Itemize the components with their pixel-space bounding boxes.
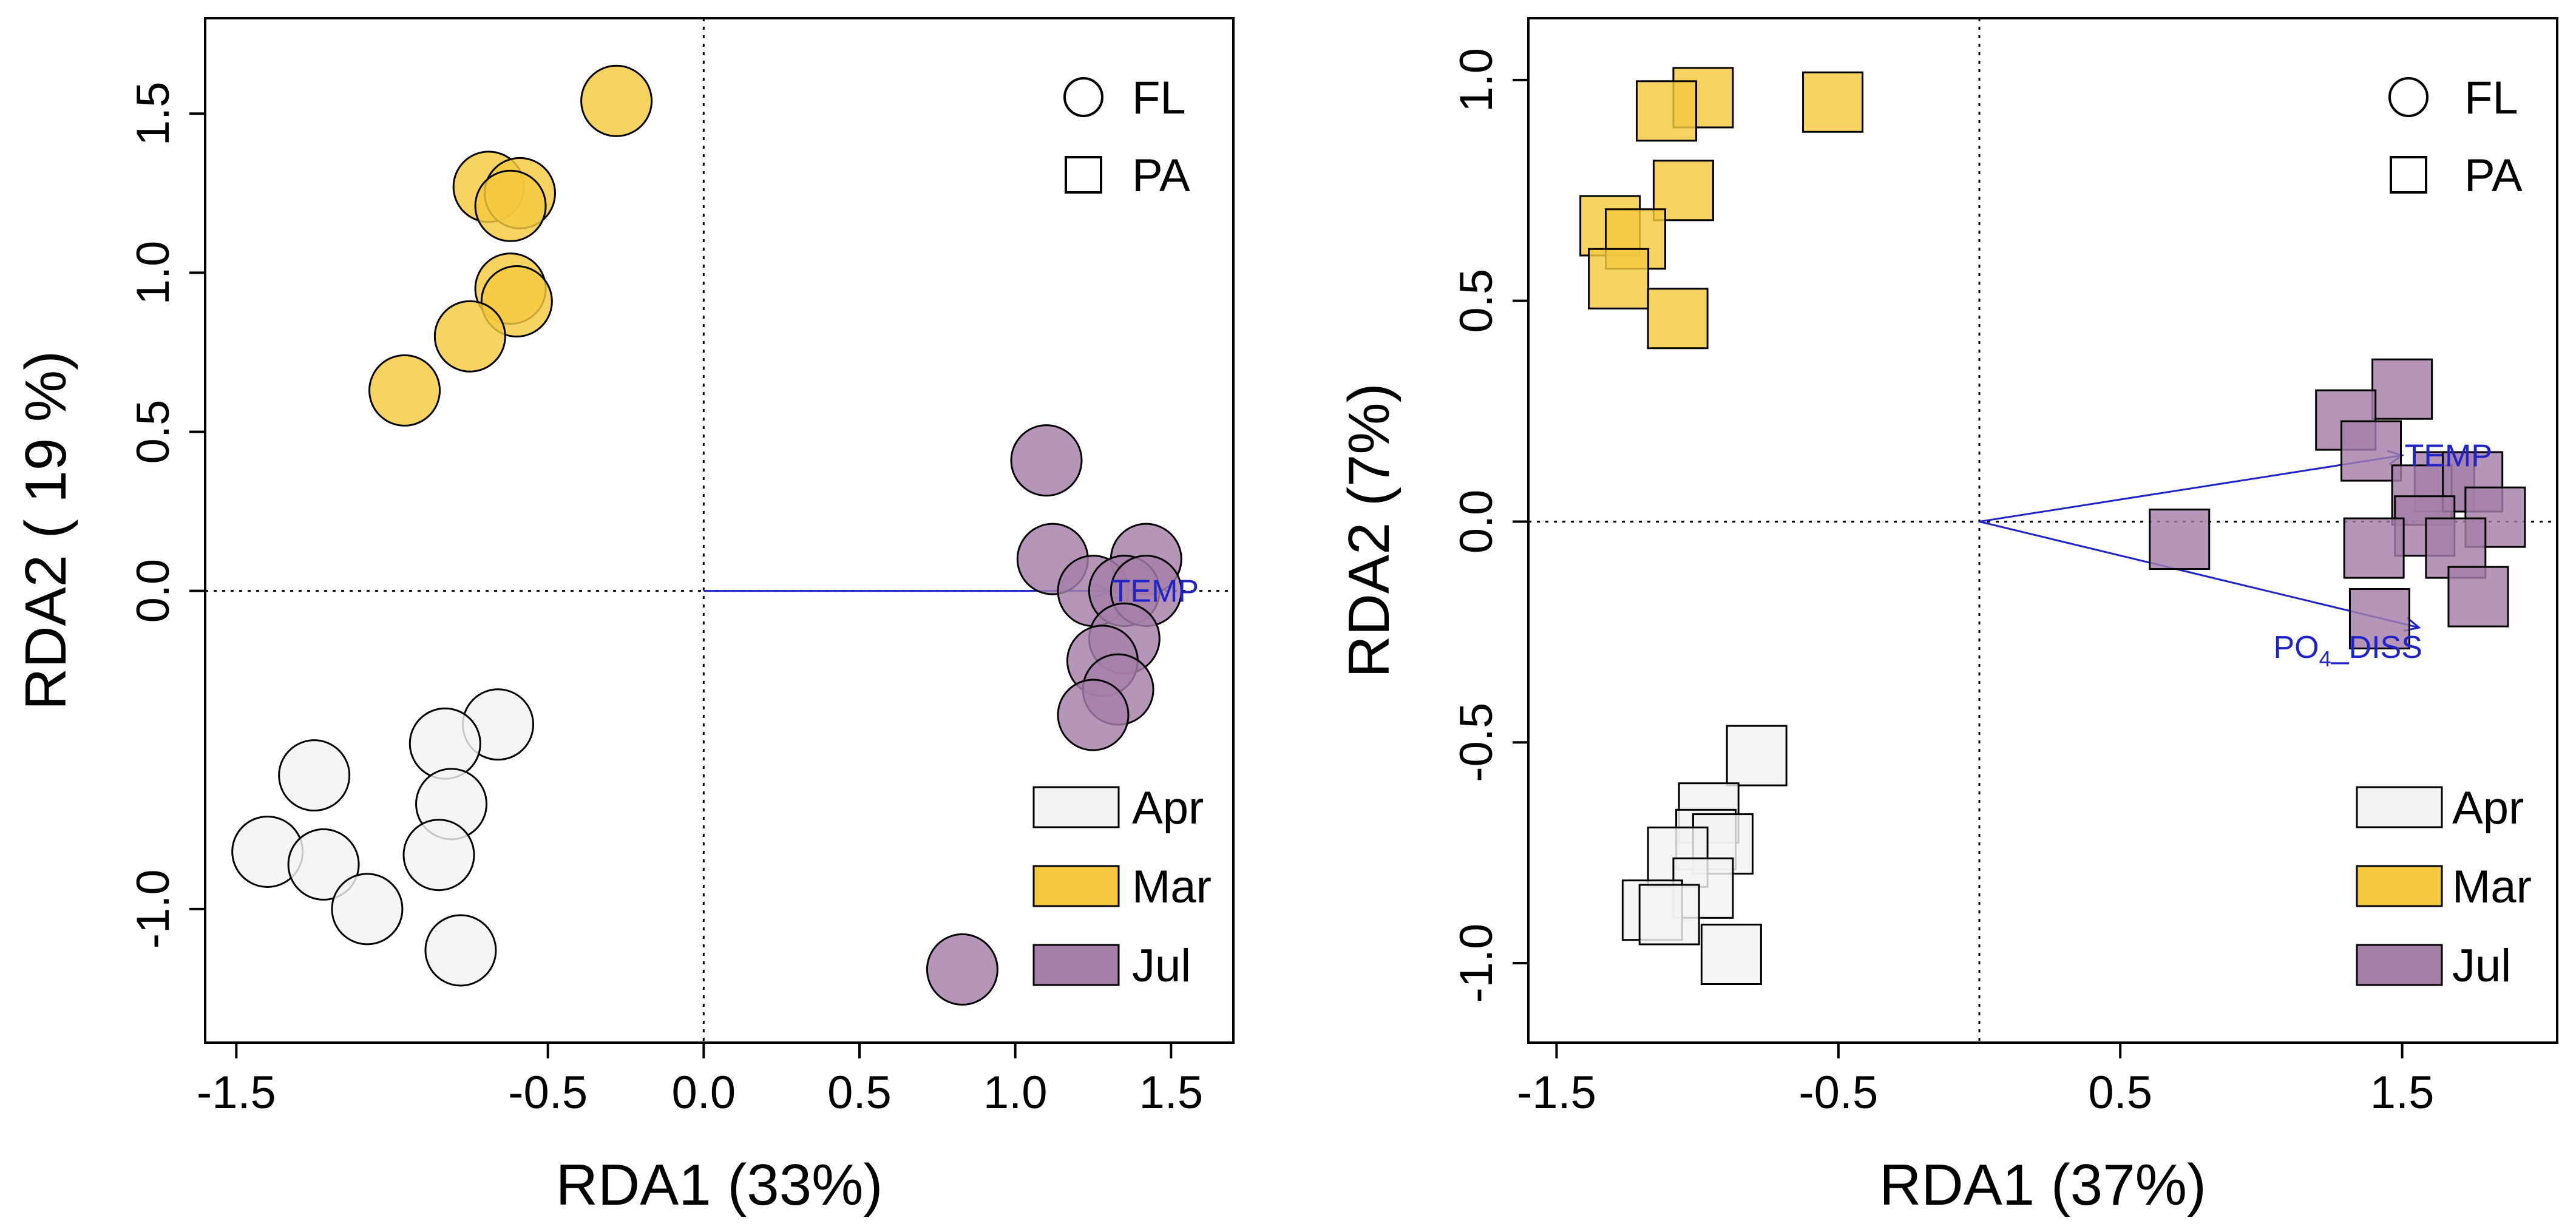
left-arrow-label-0: TEMP <box>1111 574 1199 609</box>
legend-swatch-mar <box>1032 865 1120 907</box>
legend-square-icon <box>1065 156 1102 194</box>
legend-label-jul: Jul <box>2452 940 2511 992</box>
right-point-jul <box>2340 420 2402 482</box>
legend-swatch-mar <box>2356 865 2443 907</box>
left-x-tick-label: 0.5 <box>827 1067 892 1119</box>
right-shape-legend: FL PA <box>2388 72 2523 201</box>
legend-swatch-jul <box>2356 944 2443 986</box>
left-point-jul <box>1057 679 1130 751</box>
legend-label-fl: FL <box>1132 72 1186 124</box>
left-y-axis-title: RDA2 ( 19 %) <box>13 351 78 710</box>
right-y-tick-label: 1.0 <box>1451 48 1502 112</box>
legend-swatch-apr <box>1032 786 1120 828</box>
right-y-tick-label: 0.5 <box>1451 269 1502 333</box>
right-point-mar <box>1636 80 1698 142</box>
right-point-apr <box>1726 725 1788 787</box>
left-plot-frame <box>204 17 1235 1044</box>
left-shape-legend: FL PA <box>1063 72 1190 201</box>
right-point-apr <box>1700 923 1762 985</box>
right-arrow-1 <box>1979 520 2419 629</box>
arrow-label-main: PO <box>2273 630 2319 665</box>
right-y-axis-title: RDA2 (7%) <box>1337 383 1402 677</box>
right-point-jul <box>2371 358 2433 420</box>
left-point-mar <box>474 169 547 242</box>
left-point-apr <box>287 828 360 901</box>
right-y-tick-label: -0.5 <box>1451 703 1502 782</box>
left-y-tick-label: 0.5 <box>127 400 179 464</box>
left-point-mar <box>580 64 653 137</box>
arrow-label-main: TEMP <box>2405 438 2492 473</box>
right-y-tick-label: 0.0 <box>1451 490 1502 554</box>
right-color-legend: Apr Mar Jul <box>2356 782 2532 992</box>
right-panel: -1.5 -0.5 0.5 1.5 -1.0 -0.5 0.0 0.5 1.0 RDA1 (37%… <box>1337 17 2558 1217</box>
left-x-tick-label: 0.0 <box>672 1067 736 1119</box>
left-x-tick-label: 1.5 <box>1139 1067 1204 1119</box>
right-point-jul <box>2348 588 2410 650</box>
right-plot-frame <box>1527 17 2558 1044</box>
legend-circle-icon <box>2388 77 2429 117</box>
arrow-label-tail: _DISS <box>2331 630 2422 665</box>
arrow-label-subscript: 4 <box>2319 646 2331 671</box>
right-point-mar <box>1588 248 1650 310</box>
left-x-tick-label: -1.5 <box>197 1067 276 1119</box>
right-point-jul <box>2447 566 2509 628</box>
left-point-mar <box>368 354 441 427</box>
right-x-axis-title: RDA1 (37%) <box>1879 1152 2206 1217</box>
legend-label-mar: Mar <box>1132 861 1212 913</box>
legend-swatch-apr <box>2356 786 2443 828</box>
left-point-apr <box>402 819 475 892</box>
legend-label-mar: Mar <box>2452 861 2532 913</box>
legend-square-icon <box>2390 156 2427 194</box>
left-point-apr <box>331 873 404 946</box>
left-point-mar <box>433 300 506 373</box>
left-point-apr <box>424 914 497 987</box>
legend-label-apr: Apr <box>1132 782 1204 834</box>
right-point-mar <box>1802 71 1864 133</box>
left-x-tick-label: 1.0 <box>983 1067 1048 1119</box>
left-x-axis-title: RDA1 (33%) <box>556 1152 883 1217</box>
right-point-jul <box>2149 509 2211 570</box>
right-arrow-label-0: TEMP <box>2405 438 2492 473</box>
right-x-tick-label: 0.5 <box>2088 1067 2152 1119</box>
left-panel: -1.5 -0.5 0.0 0.5 1.0 1.5 -1.0 0.0 0.5 1.0 1.5 RDA1… <box>13 17 1235 1217</box>
right-x-tick-label: 1.5 <box>2370 1067 2435 1119</box>
right-y-tick-label: -1.0 <box>1451 924 1502 1003</box>
legend-circle-icon <box>1063 77 1103 117</box>
left-point-apr <box>278 739 351 812</box>
legend-label-pa: PA <box>1132 150 1190 201</box>
right-arrow-0 <box>1979 454 2402 523</box>
left-y-tick-label: 0.0 <box>127 559 179 623</box>
left-point-jul <box>1010 424 1083 497</box>
legend-label-pa: PA <box>2464 150 2523 201</box>
left-color-legend: Apr Mar Jul <box>1032 782 1212 992</box>
arrow-label-main: TEMP <box>1111 574 1199 609</box>
legend-label-apr: Apr <box>2452 782 2524 834</box>
legend-label-jul: Jul <box>1132 940 1191 992</box>
right-x-tick-label: -0.5 <box>1798 1067 1878 1119</box>
left-x-tick-label: -0.5 <box>508 1067 588 1119</box>
left-point-jul <box>926 933 998 1006</box>
right-point-mar <box>1647 288 1709 350</box>
left-y-tick-label: -1.0 <box>127 869 179 949</box>
left-y-tick-label: 1.5 <box>127 81 179 146</box>
right-point-apr <box>1638 884 1700 946</box>
legend-label-fl: FL <box>2464 72 2518 124</box>
right-x-tick-label: -1.5 <box>1517 1067 1596 1119</box>
left-point-apr <box>408 707 481 780</box>
left-y-tick-label: 1.0 <box>127 241 179 305</box>
right-arrow-label-1: PO4_DISS <box>2273 630 2422 671</box>
right-point-jul <box>2343 517 2405 579</box>
legend-swatch-jul <box>1032 944 1120 986</box>
